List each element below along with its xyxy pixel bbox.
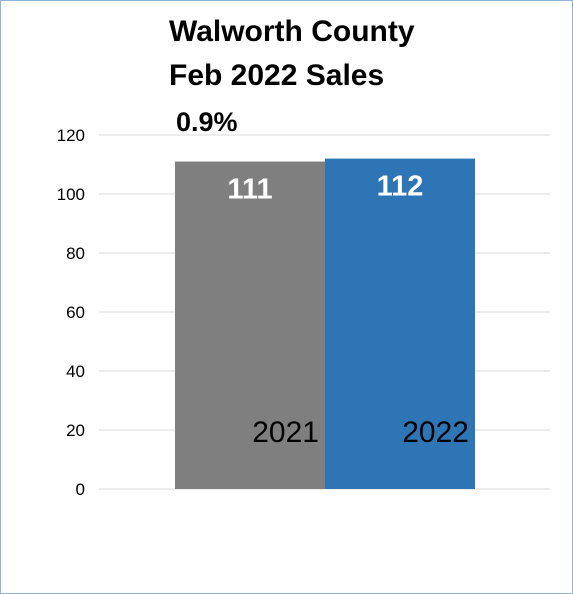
bar-value-label: 111 xyxy=(227,174,272,206)
y-tick-label: 120 xyxy=(57,126,85,145)
bars xyxy=(175,158,475,490)
bar-2022 xyxy=(325,158,475,489)
y-tick-label: 60 xyxy=(66,303,85,322)
chart-title: Walworth County xyxy=(169,15,415,48)
y-tick-label: 80 xyxy=(66,244,85,263)
bar-value-label: 112 xyxy=(377,171,424,203)
y-tick-label: 20 xyxy=(66,421,85,440)
chart-subtitle: Feb 2022 Sales xyxy=(169,59,385,92)
y-axis-ticks: 0 20 40 60 80 100 120 xyxy=(57,126,85,499)
percent-change-annotation: 0.9% xyxy=(176,107,238,137)
y-tick-label: 0 xyxy=(76,480,85,499)
bar-2021 xyxy=(175,161,325,490)
data-labels: 111 2021 112 2022 xyxy=(227,171,469,449)
y-tick-label: 100 xyxy=(57,185,85,204)
y-tick-label: 40 xyxy=(66,362,85,381)
category-label: 2021 xyxy=(252,416,319,449)
category-label: 2022 xyxy=(402,416,469,449)
